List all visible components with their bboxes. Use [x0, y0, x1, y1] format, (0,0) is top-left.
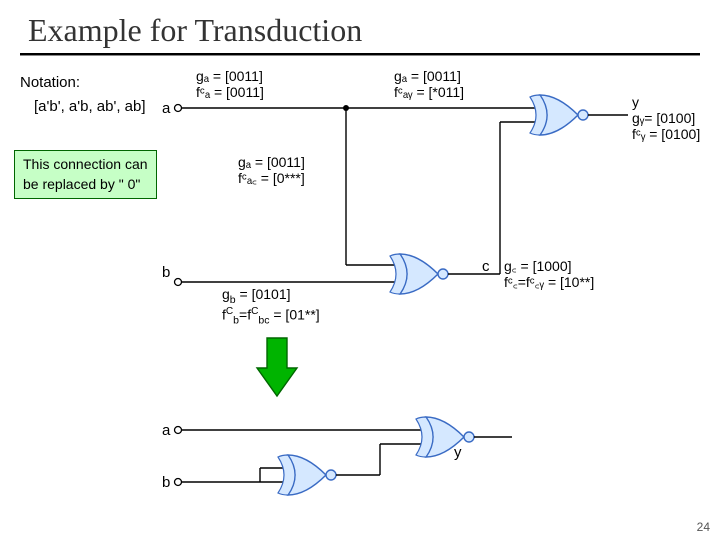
ga-ur-l1: gₐ = [0011]	[394, 68, 461, 84]
y-l1: y	[632, 94, 639, 110]
diagram-canvas: Notation: [a'b', a'b, ab', ab] This conn…	[0, 60, 720, 540]
notation-patterns: [a'b', a'b, ab', ab]	[34, 98, 146, 115]
ga-top-l1: gₐ = [0011]	[196, 68, 263, 84]
ga-mid-l2: fᶜₐ꜀ = [0***]	[238, 170, 305, 186]
node-b-top: b	[162, 264, 170, 281]
title-underline	[20, 53, 700, 56]
y-l2: gᵧ= [0100]	[632, 110, 695, 126]
label-gb: gb = [0101] fCb=fCbc = [01**]	[222, 286, 320, 326]
note-greenbox: This connection can be replaced by " 0"	[14, 150, 157, 199]
node-c-top: c	[482, 258, 490, 275]
greenbox-line1: This connection can	[23, 156, 148, 172]
label-ga-mid: gₐ = [0011] fᶜₐ꜀ = [0***]	[238, 154, 305, 186]
gc-l2: fᶜ꜀=fᶜ꜀ᵧ = [10**]	[504, 274, 594, 290]
ga-top-l2: fᶜₐ = [0011]	[196, 84, 264, 100]
label-y-out: y gᵧ= [0100] fᶜᵧ = [0100]	[632, 94, 700, 142]
ga-mid-l1: gₐ = [0011]	[238, 154, 305, 170]
greenbox-line2: be replaced by " 0"	[23, 176, 140, 192]
node-y-bottom: y	[454, 444, 462, 461]
gc-l1: g꜀ = [1000]	[504, 258, 572, 274]
notation-label: Notation:	[20, 74, 80, 91]
node-b-bottom: b	[162, 474, 170, 491]
ga-ur-l2: fᶜₐᵧ = [*011]	[394, 84, 464, 100]
page-title: Example for Transduction	[0, 0, 720, 49]
label-ga-top: gₐ = [0011] fᶜₐ = [0011]	[196, 68, 264, 100]
circuit-svg	[0, 60, 720, 540]
y-l3: fᶜᵧ = [0100]	[632, 126, 700, 142]
label-ga-upper-right: gₐ = [0011] fᶜₐᵧ = [*011]	[394, 68, 464, 100]
node-a-bottom: a	[162, 422, 170, 439]
label-gc: g꜀ = [1000] fᶜ꜀=fᶜ꜀ᵧ = [10**]	[504, 258, 594, 290]
node-a-top: a	[162, 100, 170, 117]
slide-number: 24	[697, 520, 710, 534]
